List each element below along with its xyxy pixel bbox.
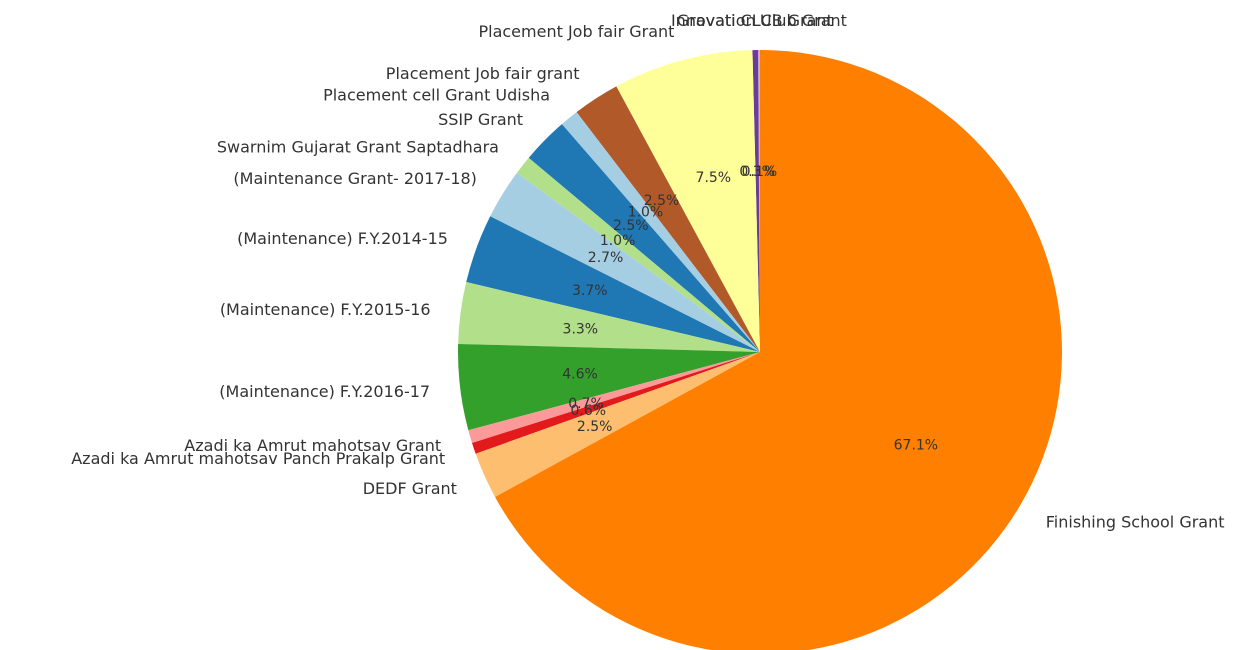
pie-slice-placement-job-fair-grant xyxy=(616,50,760,352)
percent-label: 1.0% xyxy=(600,233,636,249)
slice-label: Gravati CLUB Grant xyxy=(677,11,833,30)
percent-label: 0.7% xyxy=(568,396,604,412)
percent-label: 2.7% xyxy=(588,250,624,266)
percent-label: 0.6% xyxy=(570,403,606,419)
pie-slice-maintenance-grant-2017-18 xyxy=(490,172,760,352)
pie-slice-placement-cell-grant-udisha xyxy=(561,112,760,353)
pie-slice-ssip-grant xyxy=(528,124,760,352)
pie-slice-maintenance-f-y-2016-17 xyxy=(458,343,760,431)
percent-label: 67.1% xyxy=(894,437,938,453)
percent-label: 7.5% xyxy=(696,170,732,186)
percent-label: 2.5% xyxy=(577,419,613,435)
slice-label: (Maintenance) F.Y.2016-17 xyxy=(219,382,430,401)
pie-slice-azadi-ka-amrut-mahotsav-grant xyxy=(468,352,760,443)
slice-label: Swarnim Gujarat Grant Saptadhara xyxy=(217,138,499,157)
slice-label: DEDF Grant xyxy=(363,479,457,498)
percent-label: 0.3% xyxy=(739,164,775,180)
pie-slices xyxy=(458,50,1062,650)
pie-slice-dedf-grant xyxy=(475,352,760,497)
pie-slice-maintenance-f-y-2015-16 xyxy=(458,282,760,352)
pie-slice-placement-job-fair-grant xyxy=(576,86,760,353)
slice-label: Innovation Club Grant xyxy=(671,11,847,30)
slice-label: Azadi ka Amrut mahotsav Grant xyxy=(184,436,441,455)
slice-label: Placement Job fair grant xyxy=(386,64,580,83)
pie-slice-swarnim-gujarat-grant-saptadhara xyxy=(516,157,760,352)
percent-label: 3.7% xyxy=(572,283,608,299)
pie-slice-gravati-club-grant xyxy=(752,50,760,352)
percent-label: 0.1% xyxy=(742,164,778,180)
percent-label: 2.5% xyxy=(644,193,680,209)
slice-label: Placement Job fair Grant xyxy=(478,22,674,41)
percent-label: 2.5% xyxy=(613,218,649,234)
percent-label: 3.3% xyxy=(563,321,599,337)
slice-label: Placement cell Grant Udisha xyxy=(323,86,550,105)
percent-label: 1.0% xyxy=(628,205,664,221)
slice-label: (Maintenance) F.Y.2014-15 xyxy=(237,229,448,248)
pie-slice-finishing-school-grant xyxy=(495,50,1062,650)
percent-labels: 0.1%0.3%7.5%2.5%1.0%2.5%1.0%2.7%3.7%3.3%… xyxy=(562,164,938,454)
slice-label: (Maintenance) F.Y.2015-16 xyxy=(220,300,431,319)
pie-slice-innovation-club-grant xyxy=(758,50,760,352)
slice-label: (Maintenance Grant- 2017-18) xyxy=(233,169,477,188)
slice-label: Azadi ka Amrut mahotsav Panch Prakalp Gr… xyxy=(71,449,445,468)
percent-label: 4.6% xyxy=(562,366,598,382)
slice-label: Finishing School Grant xyxy=(1046,512,1225,531)
pie-slice-maintenance-f-y-2014-15 xyxy=(466,216,760,352)
pie-slice-azadi-ka-amrut-mahotsav-panch-prakalp-grant xyxy=(472,352,760,454)
slice-label: SSIP Grant xyxy=(438,110,523,129)
